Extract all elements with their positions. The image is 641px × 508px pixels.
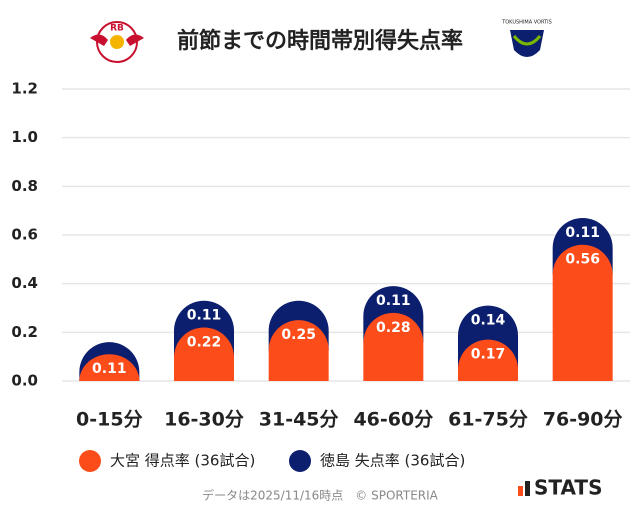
left-logo: RB: [90, 21, 144, 63]
x-tick-label: 76-90分: [543, 409, 623, 431]
y-tick-label: 1.0: [11, 128, 38, 146]
bar-segment: [363, 312, 424, 381]
bar-segment: [268, 320, 329, 381]
bar-segment: [79, 354, 140, 381]
y-tick-label: 0.0: [11, 372, 38, 390]
value-label: 0.25: [281, 327, 316, 343]
y-tick-label: 0.4: [11, 274, 38, 292]
bar-segment: [458, 339, 518, 381]
value-label: 0.56: [565, 252, 600, 268]
value-label: 0.11: [92, 361, 127, 377]
y-tick-label: 0.8: [11, 177, 38, 195]
legend-marker: [79, 450, 101, 472]
y-tick-label: 1.2: [11, 80, 38, 98]
legend-marker: [289, 450, 311, 472]
logo-text: TOKUSHIMA VORTIS: [501, 20, 552, 26]
value-label: 0.17: [471, 347, 506, 363]
x-tick-label: 46-60分: [353, 409, 433, 431]
logo-text: RB: [110, 24, 124, 34]
legend-label: 徳島 失点率 (36試合): [320, 452, 465, 470]
y-tick-label: 0.2: [11, 323, 38, 341]
value-label: 0.11: [565, 225, 600, 241]
bar-segment: [552, 244, 613, 381]
brand-logo: STATS: [518, 476, 602, 500]
chart-title: 前節までの時間帯別得失点率: [177, 28, 463, 54]
value-label: 0.11: [376, 293, 411, 309]
x-tick-label: 0-15分: [76, 409, 143, 431]
bar-segment: [174, 327, 234, 381]
x-tick-label: 16-30分: [164, 409, 244, 431]
y-tick-label: 0.6: [11, 226, 38, 244]
value-label: 0.22: [187, 334, 222, 350]
value-label: 0.11: [187, 308, 222, 324]
x-tick-label: 61-75分: [448, 409, 528, 431]
value-label: 0.28: [376, 320, 411, 336]
footnote: データは2025/11/16時点 © SPORTERIA: [202, 488, 439, 503]
legend-label: 大宮 得点率 (36試合): [110, 452, 255, 470]
x-tick-label: 31-45分: [259, 409, 339, 431]
brand: STATS: [534, 476, 602, 500]
right-logo: TOKUSHIMA VORTIS: [501, 20, 552, 57]
value-label: 0.14: [471, 313, 506, 329]
